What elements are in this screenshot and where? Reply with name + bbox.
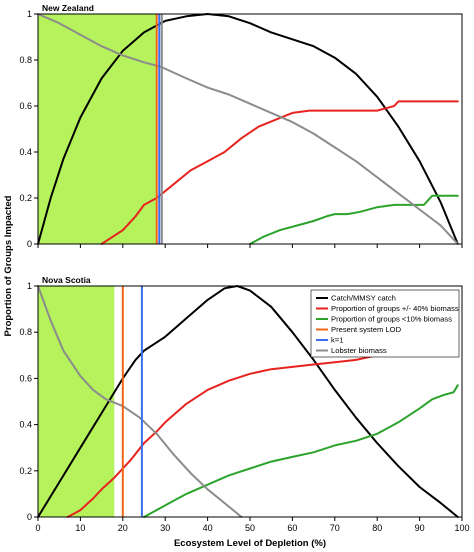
legend-label: k=1 [331,336,343,345]
y-tick-label: 0.4 [19,147,32,157]
y-tick-label: 0.8 [19,55,32,65]
legend-entry: Proportion of groups <10% biomass [316,315,452,324]
series-line [37,13,459,245]
panel-nova-scotia: 00.20.40.60.810 10 20 30 40 50 60 70 80 90 100Nova… [19,275,469,533]
y-tick-label: 0.6 [19,373,32,383]
x-axis-title: Ecosystem Level of Depletion (%) [174,538,326,549]
shaded-region [38,286,115,517]
legend-box [310,289,460,358]
legend-label: Lobster biomass [331,346,387,355]
legend-label: Catch/MMSY catch [331,294,396,303]
x-tick-label: 30 [160,523,170,533]
legend-entry: Lobster biomass [316,346,387,355]
x-tick-label: 10 [75,523,85,533]
legend: Catch/MMSY catch Proportion of groups +/… [310,289,460,358]
series-line [37,285,243,518]
y-tick-label: 0 [27,239,32,249]
y-tick-label: 1 [27,281,32,291]
x-tick-label: 0 [35,523,40,533]
y-tick-label: 0.6 [19,101,32,111]
series-line [66,335,459,518]
legend-entry: Present system LOD [316,325,402,334]
x-tick-label: 50 [245,523,255,533]
y-tick-label: 1 [27,9,32,19]
x-tick-label: 90 [415,523,425,533]
panel-title-new-zealand: New Zealand [42,3,94,13]
y-axis-title: Proportion of Groups Impacted [3,195,14,336]
panel-title-nova-scotia: Nova Scotia [42,275,91,285]
y-tick-label: 0.2 [19,193,32,203]
legend-entry: Catch/MMSY catch [316,294,396,303]
shaded-region [38,14,157,244]
x-tick-label: 100 [454,523,469,533]
x-tick-label: 40 [203,523,213,533]
series-line [249,194,459,245]
legend-label: Present system LOD [331,325,402,334]
legend-label: Proportion of groups <10% biomass [331,315,452,324]
panel-new-zealand: 0 0.2 0.4 0.6 0.8 1 New Zealand [19,3,463,249]
y-tick-label: 0.4 [19,420,32,430]
x-tick-label: 80 [372,523,382,533]
x-tick-label: 20 [118,523,128,533]
y-tick-label: 0 [27,512,32,522]
y-tick-label: 0.8 [19,327,32,337]
series-line [100,100,459,245]
y-tick-label: 0.2 [19,466,32,476]
legend-entry: k=1 [316,336,343,345]
legend-entry: Proportion of groups +/- 40% biomass [316,304,459,313]
series-line [37,13,459,245]
x-tick-label: 70 [330,523,340,533]
series-line [143,384,459,518]
x-tick-label: 60 [287,523,297,533]
legend-label: Proportion of groups +/- 40% biomass [331,304,459,313]
